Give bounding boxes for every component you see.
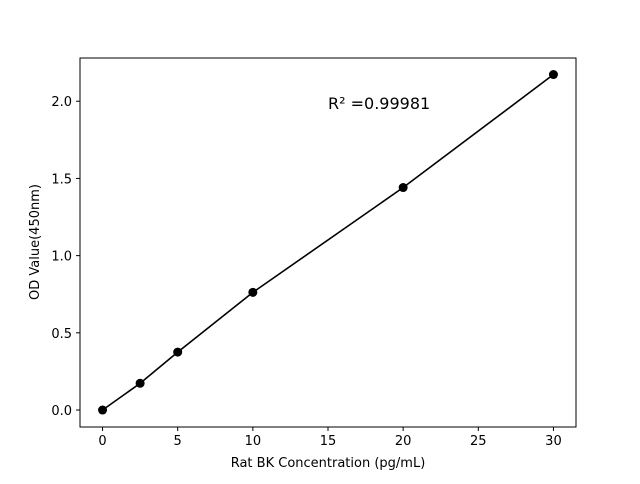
x-tick-label: 25 bbox=[470, 434, 487, 449]
r-squared-annotation: R² =0.99981 bbox=[328, 94, 430, 113]
series bbox=[98, 70, 558, 415]
y-tick-label: 0.0 bbox=[51, 404, 72, 419]
y-axis-label: OD Value(450nm) bbox=[28, 184, 43, 300]
y-tick-label: 2.0 bbox=[51, 95, 72, 110]
data-point bbox=[173, 347, 183, 357]
x-tick-label: 30 bbox=[545, 434, 562, 449]
data-point bbox=[135, 378, 145, 388]
data-point bbox=[398, 183, 408, 193]
x-axis-label: Rat BK Concentration (pg/mL) bbox=[231, 456, 426, 471]
data-point bbox=[98, 405, 108, 415]
y-tick-label: 1.0 bbox=[51, 250, 72, 265]
x-tick-label: 10 bbox=[245, 434, 262, 449]
series-line bbox=[102, 73, 554, 411]
x-axis: 0 5 10 15 20 25 30 bbox=[98, 427, 562, 449]
y-tick-label: 0.5 bbox=[51, 327, 72, 342]
x-tick-label: 0 bbox=[98, 434, 106, 449]
y-axis: 0.0 0.5 1.0 1.5 2.0 bbox=[51, 95, 80, 419]
data-point bbox=[548, 70, 558, 80]
x-tick-label: 20 bbox=[395, 434, 412, 449]
x-tick-label: 5 bbox=[174, 434, 182, 449]
y-tick-label: 1.5 bbox=[51, 172, 72, 187]
x-tick-label: 15 bbox=[320, 434, 337, 449]
data-point bbox=[248, 287, 258, 297]
